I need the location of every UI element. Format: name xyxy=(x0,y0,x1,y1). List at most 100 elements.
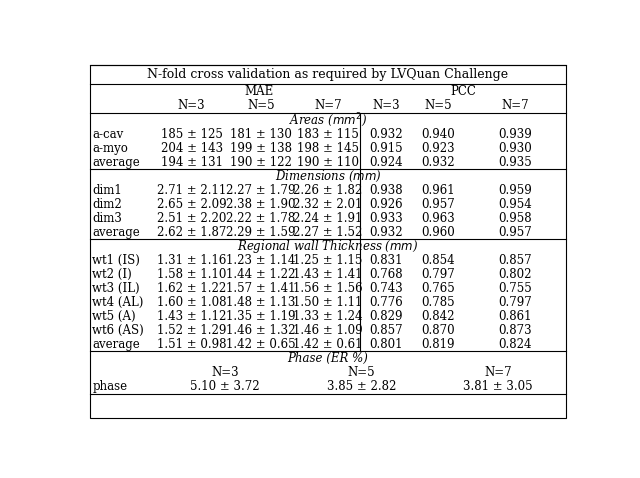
Text: 183 ± 115: 183 ± 115 xyxy=(297,128,359,141)
Text: 0.960: 0.960 xyxy=(422,226,455,239)
Text: 2.24 ± 1.91: 2.24 ± 1.91 xyxy=(293,212,363,225)
Text: 0.854: 0.854 xyxy=(422,254,455,267)
Text: N=3: N=3 xyxy=(211,366,239,379)
Text: 2.65 ± 2.09: 2.65 ± 2.09 xyxy=(157,198,227,211)
Text: 1.46 ± 1.09: 1.46 ± 1.09 xyxy=(293,324,363,337)
Text: 185 ± 125: 185 ± 125 xyxy=(161,128,223,141)
Text: 1.51 ± 0.98: 1.51 ± 0.98 xyxy=(157,337,227,350)
Text: 2.32 ± 2.01: 2.32 ± 2.01 xyxy=(293,198,363,211)
Text: 0.785: 0.785 xyxy=(422,295,455,309)
Text: 2.38 ± 1.90: 2.38 ± 1.90 xyxy=(227,198,296,211)
Text: N=7: N=7 xyxy=(314,99,342,112)
Text: 0.802: 0.802 xyxy=(499,268,532,281)
Text: N=5: N=5 xyxy=(348,366,375,379)
Text: 5.10 ± 3.72: 5.10 ± 3.72 xyxy=(190,380,260,393)
Text: 0.861: 0.861 xyxy=(499,310,532,323)
Text: 0.938: 0.938 xyxy=(369,184,403,197)
Text: 0.963: 0.963 xyxy=(422,212,455,225)
Text: 2.62 ± 1.87: 2.62 ± 1.87 xyxy=(157,226,227,239)
Text: 0.819: 0.819 xyxy=(422,337,455,350)
Text: 198 ± 145: 198 ± 145 xyxy=(297,142,359,155)
Text: 3.81 ± 3.05: 3.81 ± 3.05 xyxy=(463,380,532,393)
Text: 0.797: 0.797 xyxy=(422,268,455,281)
Text: 190 ± 122: 190 ± 122 xyxy=(230,156,292,169)
Text: N=5: N=5 xyxy=(247,99,275,112)
Text: 2.29 ± 1.59: 2.29 ± 1.59 xyxy=(227,226,296,239)
Text: 0.824: 0.824 xyxy=(499,337,532,350)
Text: 1.23 ± 1.14: 1.23 ± 1.14 xyxy=(227,254,296,267)
Text: 1.62 ± 1.22: 1.62 ± 1.22 xyxy=(157,282,226,294)
Text: Phase (ER %): Phase (ER %) xyxy=(287,351,369,365)
Text: a-myo: a-myo xyxy=(92,142,128,155)
Text: 1.42 ± 0.65: 1.42 ± 0.65 xyxy=(226,337,296,350)
Text: 0.957: 0.957 xyxy=(422,198,455,211)
Text: 0.926: 0.926 xyxy=(369,198,403,211)
Text: 0.961: 0.961 xyxy=(422,184,455,197)
Text: 1.44 ± 1.22: 1.44 ± 1.22 xyxy=(227,268,296,281)
Text: N=7: N=7 xyxy=(484,366,512,379)
Text: N-fold cross validation as required by LVQuan Challenge: N-fold cross validation as required by L… xyxy=(147,68,509,81)
Text: 0.857: 0.857 xyxy=(499,254,532,267)
Text: 1.60 ± 1.08: 1.60 ± 1.08 xyxy=(157,295,227,309)
Text: wt3 (IL): wt3 (IL) xyxy=(92,282,140,294)
Text: MAE: MAE xyxy=(244,85,273,98)
Text: 1.58 ± 1.10: 1.58 ± 1.10 xyxy=(157,268,227,281)
Text: 1.56 ± 1.56: 1.56 ± 1.56 xyxy=(293,282,363,294)
Text: dim3: dim3 xyxy=(92,212,122,225)
Text: 0.923: 0.923 xyxy=(422,142,455,155)
Text: 0.940: 0.940 xyxy=(422,128,455,141)
Text: 0.932: 0.932 xyxy=(369,226,403,239)
Text: 2.27 ± 1.79: 2.27 ± 1.79 xyxy=(227,184,296,197)
Text: 0.932: 0.932 xyxy=(422,156,455,169)
Text: 2.51 ± 2.20: 2.51 ± 2.20 xyxy=(157,212,227,225)
Text: N=3: N=3 xyxy=(372,99,400,112)
Text: 1.31 ± 1.16: 1.31 ± 1.16 xyxy=(157,254,227,267)
Text: 1.50 ± 1.11: 1.50 ± 1.11 xyxy=(293,295,363,309)
Text: 0.755: 0.755 xyxy=(499,282,532,294)
Text: 1.35 ± 1.19: 1.35 ± 1.19 xyxy=(227,310,296,323)
Text: 0.915: 0.915 xyxy=(369,142,403,155)
Text: 0.933: 0.933 xyxy=(369,212,403,225)
Text: N=5: N=5 xyxy=(424,99,452,112)
Text: 1.52 ± 1.29: 1.52 ± 1.29 xyxy=(157,324,227,337)
Text: 1.43 ± 1.12: 1.43 ± 1.12 xyxy=(157,310,227,323)
Text: 0.776: 0.776 xyxy=(369,295,403,309)
Text: 0.958: 0.958 xyxy=(499,212,532,225)
Text: 0.957: 0.957 xyxy=(499,226,532,239)
Text: average: average xyxy=(92,337,140,350)
Text: 0.870: 0.870 xyxy=(422,324,455,337)
Text: 0.797: 0.797 xyxy=(499,295,532,309)
Text: 2.27 ± 1.52: 2.27 ± 1.52 xyxy=(293,226,363,239)
Text: 181 ± 130: 181 ± 130 xyxy=(230,128,292,141)
Text: 0.935: 0.935 xyxy=(499,156,532,169)
Text: 0.743: 0.743 xyxy=(369,282,403,294)
Text: Regional wall Thickness ($mm$): Regional wall Thickness ($mm$) xyxy=(237,238,419,255)
Text: 0.831: 0.831 xyxy=(369,254,403,267)
Text: 0.765: 0.765 xyxy=(422,282,455,294)
Text: 1.48 ± 1.13: 1.48 ± 1.13 xyxy=(227,295,296,309)
Text: wt6 (AS): wt6 (AS) xyxy=(92,324,144,337)
Text: 0.801: 0.801 xyxy=(369,337,403,350)
Text: 0.930: 0.930 xyxy=(499,142,532,155)
Text: N=3: N=3 xyxy=(178,99,205,112)
Text: 0.857: 0.857 xyxy=(369,324,403,337)
Text: 1.43 ± 1.41: 1.43 ± 1.41 xyxy=(293,268,363,281)
Text: dim2: dim2 xyxy=(92,198,122,211)
Text: average: average xyxy=(92,226,140,239)
Text: 2.22 ± 1.78: 2.22 ± 1.78 xyxy=(227,212,296,225)
Text: average: average xyxy=(92,156,140,169)
Text: dim1: dim1 xyxy=(92,184,122,197)
Text: Areas ($mm^2$): Areas ($mm^2$) xyxy=(289,111,367,129)
Text: a-cav: a-cav xyxy=(92,128,124,141)
Text: 2.71 ± 2.11: 2.71 ± 2.11 xyxy=(157,184,226,197)
Text: wt4 (AL): wt4 (AL) xyxy=(92,295,144,309)
Text: phase: phase xyxy=(92,380,127,393)
Text: PCC: PCC xyxy=(450,85,476,98)
Text: 2.26 ± 1.82: 2.26 ± 1.82 xyxy=(293,184,363,197)
Text: 0.959: 0.959 xyxy=(499,184,532,197)
Text: 0.932: 0.932 xyxy=(369,128,403,141)
Text: 1.57 ± 1.41: 1.57 ± 1.41 xyxy=(227,282,296,294)
Text: 199 ± 138: 199 ± 138 xyxy=(230,142,292,155)
Text: 1.42 ± 0.61: 1.42 ± 0.61 xyxy=(293,337,363,350)
Text: Dimensions ($mm$): Dimensions ($mm$) xyxy=(275,169,381,184)
